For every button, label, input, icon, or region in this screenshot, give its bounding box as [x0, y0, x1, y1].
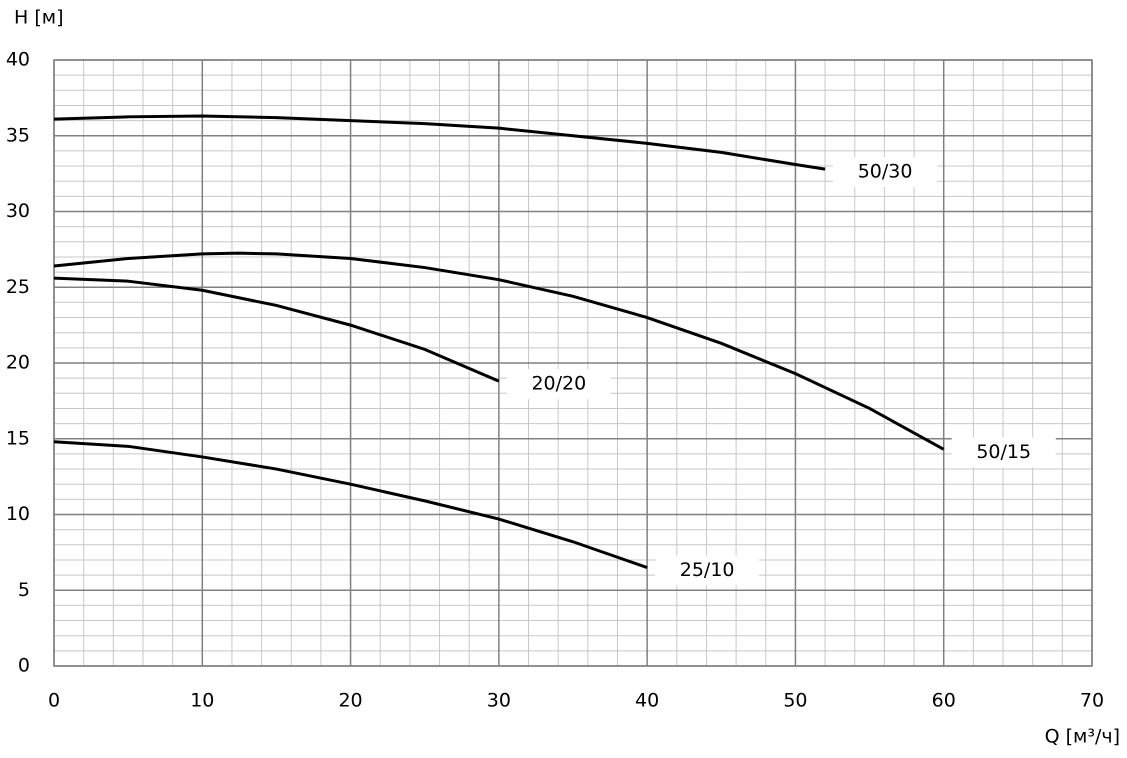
y-tick-label: 35: [6, 124, 30, 146]
x-tick-label: 40: [635, 690, 659, 712]
curve-label: 25/10: [680, 559, 735, 581]
x-tick-label: 50: [783, 690, 807, 712]
x-axis-title: Q [м³/ч]: [1045, 726, 1120, 748]
y-tick-label: 30: [6, 200, 30, 222]
curve-label: 50/30: [858, 161, 913, 183]
y-tick-label: 25: [6, 276, 30, 298]
curve: [53, 276, 500, 383]
y-axis-title: H [м]: [14, 7, 64, 29]
plot-frame: [53, 59, 1093, 667]
curve: [53, 114, 826, 171]
y-tick-label: 5: [18, 579, 30, 601]
x-tick-label: 30: [487, 690, 511, 712]
y-tick-label: 15: [6, 427, 30, 449]
x-tick-label: 70: [1080, 690, 1104, 712]
curve: [53, 440, 648, 569]
curve-label: 20/20: [531, 373, 586, 395]
x-tick-label: 0: [48, 690, 60, 712]
label-background: [951, 437, 1056, 468]
y-tick-label: 40: [6, 49, 30, 71]
label-background: [655, 555, 760, 586]
curve-label: 50/15: [976, 441, 1031, 463]
y-tick-label: 20: [6, 352, 30, 374]
label-background: [506, 369, 611, 400]
label-background: [833, 157, 938, 188]
x-tick-label: 20: [338, 690, 362, 712]
y-tick-label: 0: [18, 655, 30, 677]
curve: [53, 251, 945, 451]
x-tick-label: 60: [932, 690, 956, 712]
x-tick-label: 10: [190, 690, 214, 712]
y-tick-label: 10: [6, 503, 30, 525]
